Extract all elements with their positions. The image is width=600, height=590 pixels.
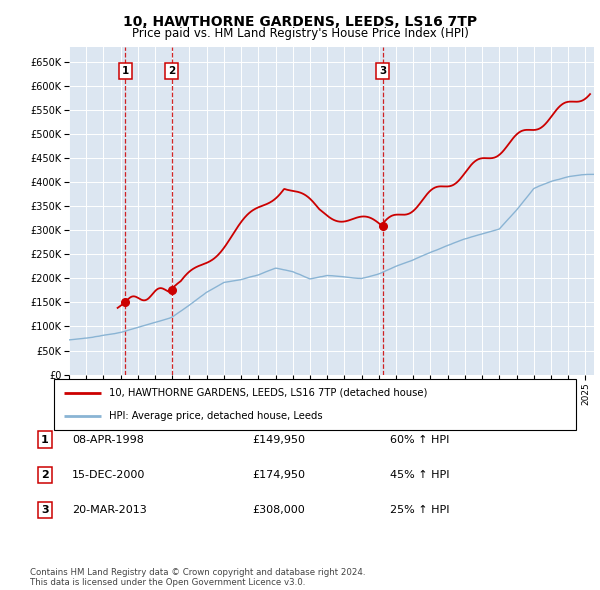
FancyBboxPatch shape <box>54 379 576 430</box>
Text: 1: 1 <box>41 435 49 444</box>
Text: Price paid vs. HM Land Registry's House Price Index (HPI): Price paid vs. HM Land Registry's House … <box>131 27 469 40</box>
Text: 3: 3 <box>41 506 49 515</box>
Text: 2: 2 <box>41 470 49 480</box>
Text: Contains HM Land Registry data © Crown copyright and database right 2024.
This d: Contains HM Land Registry data © Crown c… <box>30 568 365 587</box>
Text: 1: 1 <box>122 66 129 76</box>
Text: HPI: Average price, detached house, Leeds: HPI: Average price, detached house, Leed… <box>109 411 322 421</box>
Text: 45% ↑ HPI: 45% ↑ HPI <box>390 470 449 480</box>
Text: 10, HAWTHORNE GARDENS, LEEDS, LS16 7TP: 10, HAWTHORNE GARDENS, LEEDS, LS16 7TP <box>123 15 477 29</box>
Text: 3: 3 <box>379 66 386 76</box>
Text: 15-DEC-2000: 15-DEC-2000 <box>72 470 145 480</box>
Text: 25% ↑ HPI: 25% ↑ HPI <box>390 506 449 515</box>
Text: £149,950: £149,950 <box>252 435 305 444</box>
Text: 60% ↑ HPI: 60% ↑ HPI <box>390 435 449 444</box>
Text: £174,950: £174,950 <box>252 470 305 480</box>
Text: £308,000: £308,000 <box>252 506 305 515</box>
Text: 20-MAR-2013: 20-MAR-2013 <box>72 506 147 515</box>
Text: 08-APR-1998: 08-APR-1998 <box>72 435 144 444</box>
Text: 2: 2 <box>168 66 175 76</box>
Text: 10, HAWTHORNE GARDENS, LEEDS, LS16 7TP (detached house): 10, HAWTHORNE GARDENS, LEEDS, LS16 7TP (… <box>109 388 427 398</box>
